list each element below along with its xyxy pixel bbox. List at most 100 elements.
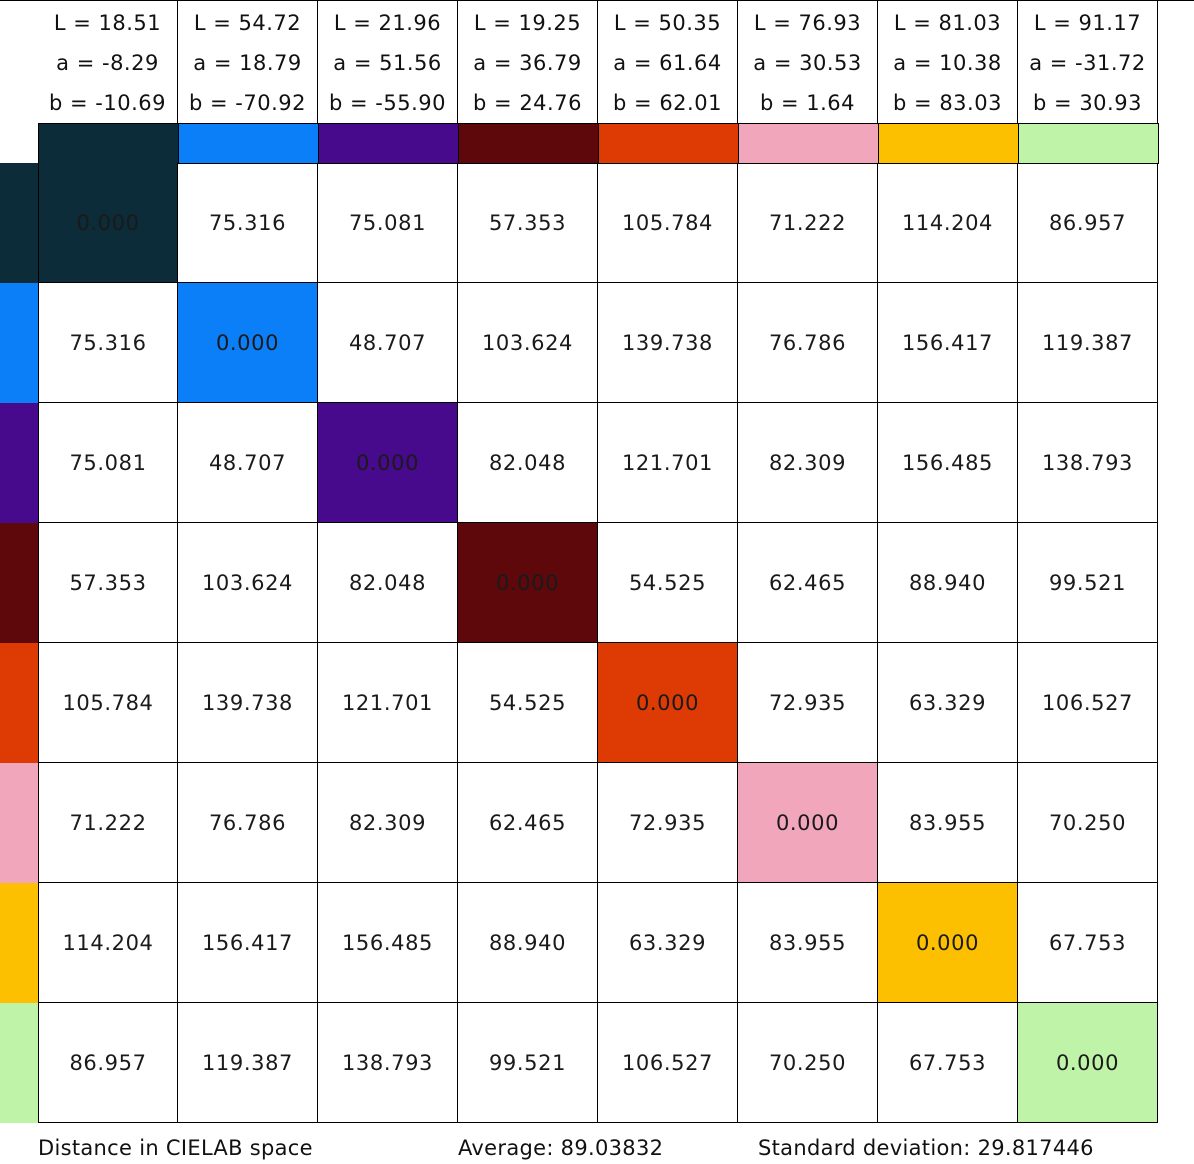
distance-cell-r2-c6: 76.786 — [738, 283, 878, 403]
row-swatch-4 — [0, 523, 38, 643]
distance-cell-r5-c6: 72.935 — [738, 643, 878, 763]
distance-cell-r2-c8: 119.387 — [1018, 283, 1158, 403]
column-8-L-value: L = 91.17 — [1033, 11, 1142, 35]
distance-cell-r5-c4: 54.525 — [458, 643, 598, 763]
distance-cell-r8-c7: 67.753 — [878, 1003, 1018, 1123]
distance-cell-r3-c3: 0.000 — [318, 403, 458, 523]
column-1-a-value: a = -8.29 — [56, 51, 159, 75]
distance-cell-r4-c6: 62.465 — [738, 523, 878, 643]
column-swatch-7 — [878, 123, 1019, 164]
row-swatch-7 — [0, 883, 38, 1003]
distance-cell-r6-c7: 83.955 — [878, 763, 1018, 883]
distance-cell-r8-c5: 106.527 — [598, 1003, 738, 1123]
column-7-L-value: L = 81.03 — [893, 11, 1002, 35]
distance-cell-r4-c7: 88.940 — [878, 523, 1018, 643]
column-4-L-value: L = 19.25 — [473, 11, 582, 35]
distance-cell-r5-c7: 63.329 — [878, 643, 1018, 763]
footer-title: Distance in CIELAB space — [38, 1136, 313, 1160]
footer-stddev: Standard deviation: 29.817446 — [758, 1136, 1094, 1160]
distance-cell-r8-c8: 0.000 — [1018, 1003, 1158, 1123]
column-3-b-value: b = -55.90 — [329, 91, 446, 115]
column-4-b-value: b = 24.76 — [473, 91, 582, 115]
column-swatch-4 — [458, 123, 599, 164]
column-header-3: L = 21.96 a = 51.56 b = -55.90 — [318, 0, 458, 123]
distance-cell-r3-c8: 138.793 — [1018, 403, 1158, 523]
distance-cell-r7-c5: 63.329 — [598, 883, 738, 1003]
distance-cell-r1-c3: 75.081 — [318, 163, 458, 283]
distance-cell-r8-c1: 86.957 — [38, 1003, 178, 1123]
row-swatch-6 — [0, 763, 38, 883]
column-7-b-value: b = 83.03 — [893, 91, 1002, 115]
distance-cell-r5-c3: 121.701 — [318, 643, 458, 763]
distance-cell-r1-c6: 71.222 — [738, 163, 878, 283]
column-header-4: L = 19.25 a = 36.79 b = 24.76 — [458, 0, 598, 123]
distance-cell-r7-c6: 83.955 — [738, 883, 878, 1003]
distance-cell-r6-c8: 70.250 — [1018, 763, 1158, 883]
row-swatch-2 — [0, 283, 38, 403]
column-swatch-6 — [738, 123, 879, 164]
column-2-b-value: b = -70.92 — [189, 91, 306, 115]
distance-cell-r3-c4: 82.048 — [458, 403, 598, 523]
column-3-a-value: a = 51.56 — [333, 51, 442, 75]
column-swatch-2 — [178, 123, 319, 164]
distance-cell-r8-c2: 119.387 — [178, 1003, 318, 1123]
distance-cell-r1-c5: 105.784 — [598, 163, 738, 283]
column-8-b-value: b = 30.93 — [1033, 91, 1142, 115]
column-1-b-value: b = -10.69 — [49, 91, 166, 115]
distance-cell-r2-c3: 48.707 — [318, 283, 458, 403]
distance-cell-r3-c7: 156.485 — [878, 403, 1018, 523]
distance-cell-r4-c5: 54.525 — [598, 523, 738, 643]
column-header-7: L = 81.03 a = 10.38 b = 83.03 — [878, 0, 1018, 123]
footer: Distance in CIELAB space Average: 89.038… — [0, 1130, 1194, 1164]
distance-cell-r4-c3: 82.048 — [318, 523, 458, 643]
distance-cell-r7-c2: 156.417 — [178, 883, 318, 1003]
column-2-L-value: L = 54.72 — [193, 11, 302, 35]
column-6-a-value: a = 30.53 — [753, 51, 862, 75]
column-header-5: L = 50.35 a = 61.64 b = 62.01 — [598, 0, 738, 123]
column-header-8: L = 91.17 a = -31.72 b = 30.93 — [1018, 0, 1158, 123]
column-swatch-3 — [318, 123, 459, 164]
column-5-a-value: a = 61.64 — [613, 51, 722, 75]
column-swatch-5 — [598, 123, 739, 164]
distance-cell-r6-c1: 71.222 — [38, 763, 178, 883]
column-5-b-value: b = 62.01 — [613, 91, 722, 115]
column-header-1: L = 18.51 a = -8.29 b = -10.69 — [38, 0, 178, 123]
column-1-L-value: L = 18.51 — [53, 11, 162, 35]
distance-cell-r5-c1: 105.784 — [38, 643, 178, 763]
column-3-L-value: L = 21.96 — [333, 11, 442, 35]
distance-cell-r1-c7: 114.204 — [878, 163, 1018, 283]
column-header-2: L = 54.72 a = 18.79 b = -70.92 — [178, 0, 318, 123]
distance-cell-r5-c8: 106.527 — [1018, 643, 1158, 763]
distance-cell-r1-c4: 57.353 — [458, 163, 598, 283]
distance-cell-r2-c5: 139.738 — [598, 283, 738, 403]
distance-cell-r3-c1: 75.081 — [38, 403, 178, 523]
distance-cell-r3-c6: 82.309 — [738, 403, 878, 523]
distance-cell-r7-c8: 67.753 — [1018, 883, 1158, 1003]
distance-cell-r7-c1: 114.204 — [38, 883, 178, 1003]
distance-cell-r4-c4: 0.000 — [458, 523, 598, 643]
distance-cell-r6-c5: 72.935 — [598, 763, 738, 883]
distance-cell-r1-c1: 0.000 — [38, 163, 178, 283]
row-swatch-5 — [0, 643, 38, 763]
column-6-b-value: b = 1.64 — [759, 91, 856, 115]
distance-cell-r5-c5: 0.000 — [598, 643, 738, 763]
column-8-a-value: a = -31.72 — [1029, 51, 1146, 75]
distance-cell-r1-c2: 75.316 — [178, 163, 318, 283]
distance-cell-r6-c4: 62.465 — [458, 763, 598, 883]
column-5-L-value: L = 50.35 — [613, 11, 722, 35]
distance-cell-r6-c6: 0.000 — [738, 763, 878, 883]
distance-cell-r4-c2: 103.624 — [178, 523, 318, 643]
distance-cell-r8-c3: 138.793 — [318, 1003, 458, 1123]
distance-cell-r2-c7: 156.417 — [878, 283, 1018, 403]
distance-cell-r6-c2: 76.786 — [178, 763, 318, 883]
column-4-a-value: a = 36.79 — [473, 51, 582, 75]
distance-cell-r3-c2: 48.707 — [178, 403, 318, 523]
distance-cell-r2-c1: 75.316 — [38, 283, 178, 403]
distance-cell-r4-c1: 57.353 — [38, 523, 178, 643]
distance-cell-r1-c8: 86.957 — [1018, 163, 1158, 283]
distance-cell-r7-c4: 88.940 — [458, 883, 598, 1003]
distance-cell-r2-c4: 103.624 — [458, 283, 598, 403]
distance-cell-r8-c4: 99.521 — [458, 1003, 598, 1123]
column-7-a-value: a = 10.38 — [893, 51, 1002, 75]
footer-average: Average: 89.03832 — [458, 1136, 664, 1160]
